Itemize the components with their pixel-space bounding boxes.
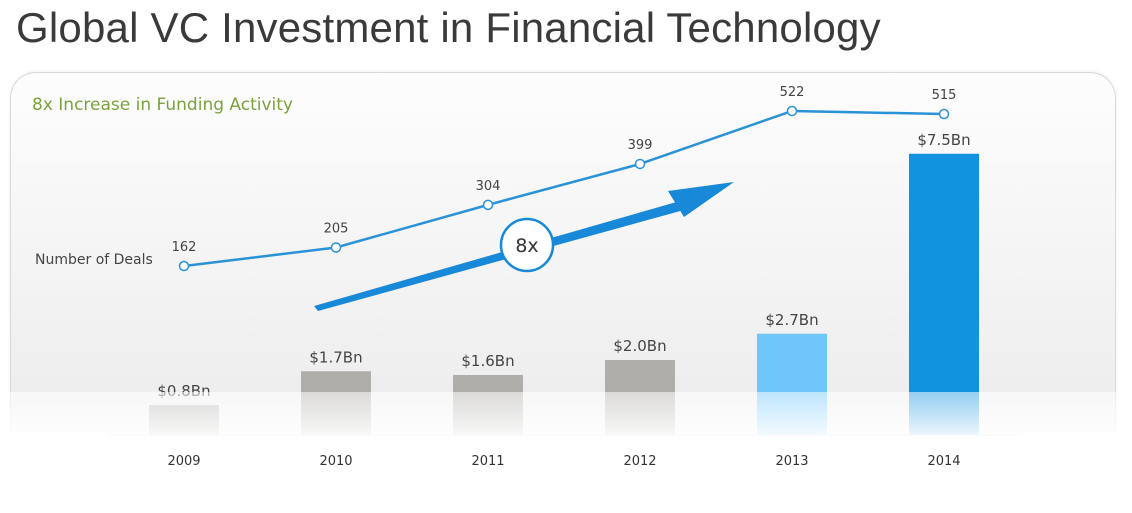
deals-label-2012: 399	[628, 138, 653, 153]
bars: $0.8Bn $1.7Bn $1.6Bn $2.0Bn $2.7Bn $7.5Bn	[149, 131, 979, 435]
growth-arrow-head	[668, 182, 734, 217]
growth-arrow-shaft	[314, 201, 684, 311]
deals-point-2013	[786, 105, 798, 117]
chart-subtitle: 8x Increase in Funding Activity	[32, 95, 293, 115]
bar-2011	[453, 375, 523, 435]
x-tick-2012: 2012	[623, 454, 656, 469]
x-tick-2013: 2013	[775, 454, 808, 469]
page-title: Global VC Investment in Financial Techno…	[16, 4, 881, 51]
bar-2010	[301, 371, 371, 435]
bar-2012	[605, 360, 675, 435]
growth-badge-label: 8x	[515, 235, 538, 257]
x-tick-2014: 2014	[927, 454, 960, 469]
deals-label-2010: 205	[324, 221, 349, 236]
deals-label-2009: 162	[172, 240, 197, 255]
deals-line: 162 205 304 399 522 515	[172, 85, 957, 272]
deals-label-2014: 515	[932, 88, 957, 103]
bar-label-2014: $7.5Bn	[917, 131, 970, 149]
x-tick-labels: 2009 2010 2011 2012 2013 2014	[167, 454, 960, 469]
growth-arrow: 8x	[314, 182, 734, 311]
deals-point-2012	[634, 158, 646, 170]
deals-point-2014	[938, 108, 950, 120]
deals-label-2011: 304	[476, 179, 501, 194]
deals-point-2009	[178, 260, 190, 272]
deals-polyline	[183, 109, 945, 268]
deals-label-2013: 522	[780, 85, 805, 100]
bar-2014	[909, 153, 979, 435]
bar-2013	[757, 333, 827, 435]
deals-series-label: Number of Deals	[35, 252, 153, 268]
deals-point-2010	[330, 242, 342, 253]
bar-2009	[149, 405, 219, 435]
bar-label-2010: $1.7Bn	[309, 348, 362, 366]
bar-label-2013: $2.7Bn	[765, 311, 818, 329]
x-tick-2011: 2011	[471, 454, 504, 469]
bar-label-2011: $1.6Bn	[461, 352, 514, 370]
bar-label-2012: $2.0Bn	[613, 337, 666, 355]
x-tick-2010: 2010	[319, 454, 352, 469]
deals-point-2011	[482, 199, 494, 211]
growth-badge	[499, 217, 555, 273]
x-tick-2009: 2009	[167, 454, 200, 469]
bar-label-2009: $0.8Bn	[157, 382, 210, 400]
